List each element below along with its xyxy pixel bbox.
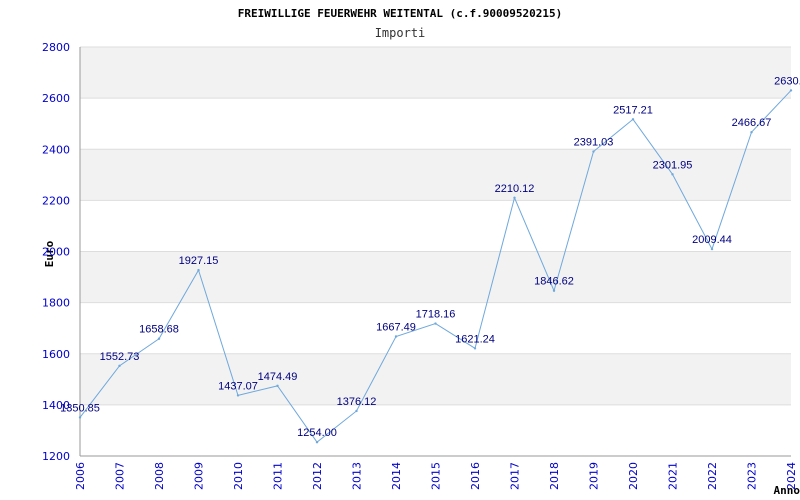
data-point bbox=[789, 89, 793, 92]
x-tick-label: 2021 bbox=[667, 462, 680, 490]
y-tick-label: 2000 bbox=[42, 246, 70, 259]
y-tick-label: 2800 bbox=[42, 41, 70, 54]
x-tick-label: 2013 bbox=[351, 462, 364, 490]
x-tick-label: 2008 bbox=[153, 462, 166, 490]
x-tick-label: 2010 bbox=[232, 462, 245, 490]
data-label: 2301.95 bbox=[653, 159, 693, 171]
data-label: 1552.73 bbox=[100, 351, 140, 363]
data-label: 1667.49 bbox=[376, 321, 416, 333]
data-point bbox=[513, 196, 516, 199]
data-label: 1437.07 bbox=[218, 380, 258, 392]
data-label: 1254.00 bbox=[297, 427, 337, 439]
y-tick-label: 1800 bbox=[42, 297, 70, 310]
data-label: 2630.1 bbox=[774, 75, 800, 87]
data-label: 1927.15 bbox=[179, 255, 219, 267]
y-tick-label: 1200 bbox=[42, 450, 70, 463]
x-tick-label: 2020 bbox=[627, 462, 640, 490]
data-label: 2391.03 bbox=[574, 137, 614, 149]
x-tick-label: 2014 bbox=[390, 462, 403, 490]
data-point bbox=[473, 347, 477, 350]
data-point bbox=[592, 150, 595, 153]
x-tick-label: 2017 bbox=[509, 462, 522, 490]
chart-title: FREIWILLIGE FEUERWEHR WEITENTAL (c.f.900… bbox=[238, 7, 563, 20]
data-label: 2466.67 bbox=[732, 117, 772, 129]
data-point bbox=[671, 173, 674, 176]
data-point bbox=[118, 364, 121, 368]
chart-subtitle: Importi bbox=[375, 26, 426, 40]
data-point bbox=[552, 289, 556, 292]
grid-band bbox=[80, 251, 791, 303]
data-label: 1658.68 bbox=[139, 324, 179, 336]
data-label: 1350.85 bbox=[60, 402, 100, 414]
data-label: 2517.21 bbox=[613, 104, 653, 116]
x-tick-label: 2016 bbox=[469, 462, 482, 490]
data-point bbox=[78, 416, 82, 419]
data-label: 2009.44 bbox=[692, 234, 732, 246]
x-tick-label: 2023 bbox=[746, 462, 759, 490]
y-tick-label: 2200 bbox=[42, 194, 70, 207]
x-tick-label: 2009 bbox=[193, 462, 206, 490]
y-tick-label: 2400 bbox=[42, 143, 70, 156]
data-point bbox=[710, 247, 714, 251]
data-point bbox=[750, 131, 753, 134]
x-tick-label: 2018 bbox=[548, 462, 561, 490]
data-label: 1376.12 bbox=[337, 396, 377, 408]
y-tick-label: 2600 bbox=[42, 92, 70, 105]
y-axis-label: Euro bbox=[43, 240, 56, 267]
x-axis-label: Anno bbox=[774, 484, 800, 497]
y-tick-label: 1400 bbox=[42, 399, 70, 412]
data-label: 1718.16 bbox=[416, 309, 456, 321]
data-label: 2210.12 bbox=[495, 183, 535, 195]
data-point bbox=[355, 409, 358, 413]
grid-band bbox=[80, 149, 791, 201]
data-point bbox=[236, 394, 240, 397]
data-label: 1474.49 bbox=[258, 371, 298, 383]
data-point bbox=[315, 440, 319, 444]
x-tick-label: 2024 bbox=[785, 462, 798, 490]
data-label: 1621.24 bbox=[455, 333, 495, 345]
x-tick-label: 2022 bbox=[706, 462, 719, 490]
data-label: 1846.62 bbox=[534, 276, 574, 288]
x-tick-label: 2007 bbox=[114, 462, 127, 490]
data-point bbox=[197, 268, 200, 272]
data-point bbox=[631, 118, 635, 121]
x-tick-label: 2011 bbox=[272, 462, 285, 490]
data-point bbox=[394, 335, 398, 338]
x-tick-label: 2006 bbox=[74, 462, 87, 490]
data-point bbox=[434, 322, 437, 325]
x-tick-label: 2012 bbox=[311, 462, 324, 490]
grid-band bbox=[80, 353, 791, 405]
x-tick-label: 2019 bbox=[588, 462, 601, 490]
data-point bbox=[157, 337, 161, 340]
x-tick-label: 2015 bbox=[430, 462, 443, 490]
grid-band bbox=[80, 47, 791, 99]
y-tick-label: 1600 bbox=[42, 348, 70, 361]
data-point bbox=[276, 384, 279, 388]
